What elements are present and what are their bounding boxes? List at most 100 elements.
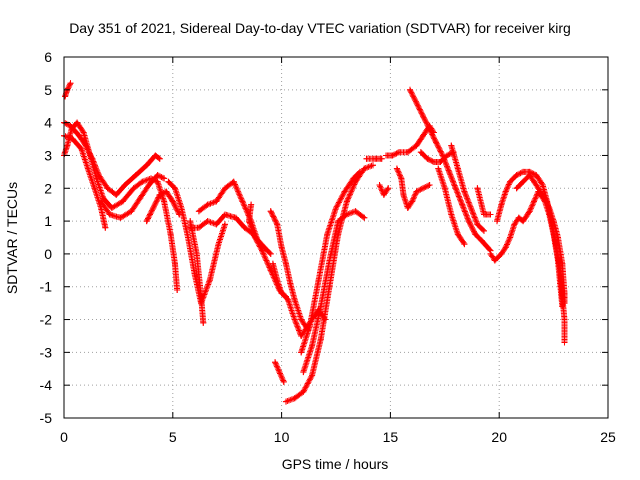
data-point [474,185,481,192]
data-point [420,113,427,120]
data-point [385,185,392,192]
series-track-16 [300,208,368,376]
data-point [507,178,514,185]
data-point [443,152,450,159]
data-point [198,293,205,300]
data-point [76,132,83,139]
data-point [261,244,268,251]
data-point [274,277,281,284]
data-point [171,260,178,267]
data-point [152,152,159,159]
series-track-11 [245,201,274,257]
chart-title: Day 351 of 2021, Sidereal Day-to-day VTE… [69,20,571,36]
data-point [300,388,307,395]
data-point [167,231,174,238]
data-point [380,191,387,198]
y-tick-label: 1 [44,213,52,229]
x-axis-label: GPS time / hours [281,456,389,472]
y-tick-label: -3 [40,344,53,360]
data-point [317,303,324,310]
data-point [494,218,501,225]
data-point [187,224,194,231]
y-tick-label: 3 [44,147,52,163]
data-point [69,136,76,143]
data-point [161,175,168,182]
data-point [204,201,211,208]
data-point [161,198,168,205]
y-tick-label: 0 [44,246,52,262]
data-point [278,244,285,251]
data-point [361,214,368,221]
data-point [467,204,474,211]
y-tick-label: 2 [44,180,52,196]
data-point [241,224,248,231]
data-point [452,185,459,192]
data-point [315,277,322,284]
data-point [520,168,527,175]
data-point [352,208,359,215]
y-tick-label: -1 [40,279,53,295]
data-point [206,277,213,284]
data-point [291,316,298,323]
data-point [350,175,357,182]
data-point [193,250,200,257]
data-point [335,218,342,225]
data-point [95,172,102,179]
data-point [121,181,128,188]
data-point [139,178,146,185]
data-point [533,172,540,179]
series-track-17 [298,168,363,356]
series-track-8 [187,218,207,326]
data-point [539,181,546,188]
data-point [213,198,220,205]
x-tick-label: 10 [274,429,290,445]
series-track-22 [406,86,494,254]
data-point [62,93,69,100]
data-point [222,185,229,192]
data-point [171,185,178,192]
data-point [430,159,437,166]
data-point [526,208,533,215]
data-point [448,142,455,149]
data-point [143,162,150,169]
data-point [84,165,91,172]
data-point [474,221,481,228]
series-track-13 [269,260,289,300]
data-point [326,257,333,264]
data-point [291,395,298,402]
data-point [396,149,403,156]
data-point [113,191,120,198]
data-point [333,204,339,211]
y-tick-label: 6 [44,49,52,65]
series-track-12 [267,208,311,333]
data-point [465,218,472,225]
data-point [446,168,453,175]
data-point [424,155,431,162]
data-point [200,319,207,326]
data-point [420,132,427,139]
data-point [546,204,553,211]
series-track-25 [448,142,487,234]
data-point [515,214,522,221]
data-point [406,86,413,93]
series-track-26 [474,185,494,218]
data-point [372,155,379,162]
data-point [437,159,444,166]
data-point [267,267,274,274]
series-track-5 [97,172,168,221]
series-track-23 [417,149,457,166]
y-tick-label: -5 [40,410,53,426]
data-point [174,287,181,294]
data-point [480,227,487,234]
series-track-20 [383,122,437,159]
data-point [195,224,202,231]
data-point [520,178,527,185]
data-point [478,237,485,244]
data-point [272,359,279,366]
data-point [461,241,468,248]
data-point [282,398,289,405]
data-point [363,155,370,162]
data-point [541,195,548,202]
data-point [108,204,115,211]
